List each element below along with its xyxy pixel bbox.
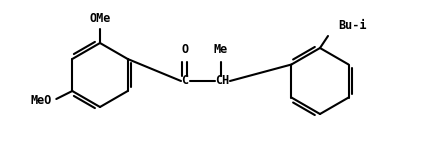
Text: MeO: MeO xyxy=(31,95,52,108)
Text: O: O xyxy=(181,43,189,56)
Text: Me: Me xyxy=(214,43,228,56)
Text: C: C xyxy=(181,74,189,88)
Text: CH: CH xyxy=(215,74,229,88)
Text: OMe: OMe xyxy=(89,12,110,25)
Text: Bu-i: Bu-i xyxy=(338,19,366,32)
